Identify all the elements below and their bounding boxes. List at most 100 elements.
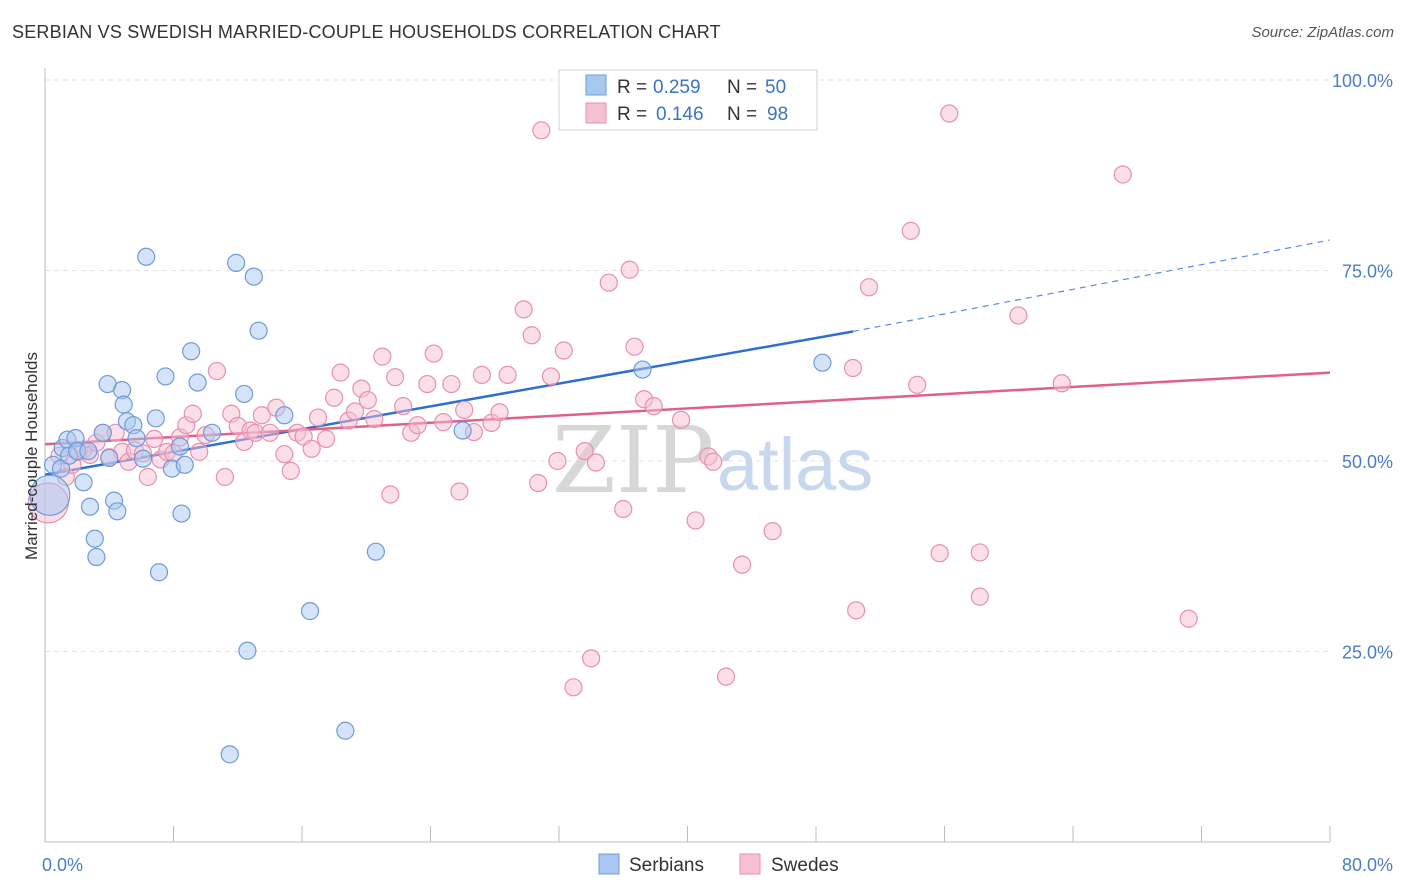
swede-point-80 xyxy=(625,337,644,356)
swede-point-23 xyxy=(190,442,209,461)
swede-point-71 xyxy=(548,451,567,471)
tick-labels: 25.0% 50.0% 75.0% 100.0% 0.0% 80.0% xyxy=(42,71,1393,875)
swede-point-59 xyxy=(450,482,469,501)
x-tick-label-0: 0.0% xyxy=(42,855,83,875)
swede-point-35 xyxy=(275,445,294,464)
swede-point-72 xyxy=(554,341,573,360)
swede-point-77 xyxy=(599,273,618,292)
serbian-point-43 xyxy=(336,721,355,740)
legend-swatch-serbians xyxy=(585,74,607,96)
y-tick-label-3: 100.0% xyxy=(1332,71,1393,91)
swede-point-51 xyxy=(386,368,405,387)
swede-point-69 xyxy=(532,121,551,140)
swede-point-66 xyxy=(514,300,533,319)
swede-point-102 xyxy=(1179,609,1198,628)
swede-point-87 xyxy=(716,667,736,686)
legend-n-value-serbians: 50 xyxy=(765,77,786,98)
serbian-point-2 xyxy=(51,459,71,478)
swede-point-39 xyxy=(302,439,321,458)
swede-point-55 xyxy=(418,374,437,394)
swede-point-92 xyxy=(859,278,879,297)
swede-point-57 xyxy=(434,413,453,432)
swede-point-83 xyxy=(671,410,691,429)
serbian-point-23 xyxy=(133,449,153,468)
x-tick-label-1: 80.0% xyxy=(1342,855,1393,875)
serbian-point-39 xyxy=(244,267,263,286)
serbian-point-34 xyxy=(202,423,222,442)
serbian-point-42 xyxy=(300,602,320,621)
swede-point-33 xyxy=(260,423,279,442)
serbian-point-11 xyxy=(85,529,104,548)
swede-point-26 xyxy=(215,467,234,487)
legend-n-value-swedes: 98 xyxy=(767,104,788,125)
y-tick-label-2: 75.0% xyxy=(1342,262,1393,282)
serbian-point-32 xyxy=(182,342,201,361)
serbian-point-46 xyxy=(633,360,652,379)
swede-point-74 xyxy=(575,441,594,461)
swede-point-41 xyxy=(316,429,336,449)
legend-n-label-serbians: N = xyxy=(727,77,757,98)
serbian-point-41 xyxy=(275,406,294,425)
swede-point-68 xyxy=(529,473,548,493)
swede-point-100 xyxy=(1052,374,1071,393)
watermark: ZIP atlas xyxy=(552,407,873,514)
swede-point-62 xyxy=(472,365,491,384)
swede-point-97 xyxy=(970,587,989,606)
swede-point-49 xyxy=(373,347,392,366)
swede-point-96 xyxy=(940,104,959,123)
swede-point-58 xyxy=(442,374,461,394)
bottom-legend-swatch-swedes xyxy=(739,853,761,875)
swede-point-65 xyxy=(498,365,517,384)
legend-n-label-swedes: N = xyxy=(727,104,757,125)
bottom-legend-label-serbians: Serbians xyxy=(629,855,704,876)
serbian-point-40 xyxy=(249,321,268,340)
serbian-point-44 xyxy=(366,542,385,561)
serbian-point-0 xyxy=(29,474,71,516)
serbian-point-9 xyxy=(79,441,98,461)
swede-point-82 xyxy=(644,397,663,416)
swede-point-16 xyxy=(145,429,164,449)
swede-point-91 xyxy=(847,601,866,620)
watermark-atlas: atlas xyxy=(717,423,873,506)
swede-point-54 xyxy=(408,416,427,435)
serbian-point-22 xyxy=(127,429,146,448)
chart-title: SERBIAN VS SWEDISH MARRIED-COUPLE HOUSEH… xyxy=(12,22,721,42)
swede-point-45 xyxy=(345,402,365,421)
bottom-legend-label-swedes: Swedes xyxy=(771,855,839,876)
series-legend: Serbians Swedes xyxy=(598,853,839,876)
swede-point-56 xyxy=(424,344,443,363)
serbian-point-13 xyxy=(93,423,112,442)
serbian-point-24 xyxy=(137,247,156,266)
serbian-point-37 xyxy=(235,384,254,404)
serbian-point-27 xyxy=(156,367,175,386)
serbian-point-8 xyxy=(74,473,93,492)
legend-swatch-swedes xyxy=(585,102,607,124)
swede-point-43 xyxy=(331,363,350,382)
bottom-legend-swatch-serbians xyxy=(598,853,620,875)
serbian-point-26 xyxy=(149,563,169,582)
legend-r-value-serbians: 0.259 xyxy=(653,77,701,98)
swede-point-32 xyxy=(252,406,271,425)
swede-point-40 xyxy=(308,408,328,427)
y-axis-title: Married-couple Households xyxy=(22,352,41,560)
swede-point-52 xyxy=(394,397,413,416)
gridlines xyxy=(45,79,1330,652)
swede-point-25 xyxy=(207,361,226,381)
serbian-point-19 xyxy=(114,395,133,414)
serbian-point-25 xyxy=(146,409,165,428)
serbian-point-45 xyxy=(453,421,472,440)
y-tick-label-0: 25.0% xyxy=(1342,643,1393,663)
serbian-point-12 xyxy=(87,547,106,567)
serbian-point-38 xyxy=(238,641,257,660)
swede-point-22 xyxy=(183,404,202,423)
axes xyxy=(44,68,1331,843)
serbian-point-29 xyxy=(170,437,190,456)
swede-point-88 xyxy=(733,555,752,574)
swede-point-89 xyxy=(763,522,782,541)
legend-r-label-swedes: R = xyxy=(617,104,647,125)
swede-point-86 xyxy=(704,452,723,471)
serbian-trend-extension xyxy=(852,239,1331,333)
serbian-point-35 xyxy=(220,745,239,764)
swede-point-93 xyxy=(901,221,920,240)
swede-point-95 xyxy=(930,544,949,563)
